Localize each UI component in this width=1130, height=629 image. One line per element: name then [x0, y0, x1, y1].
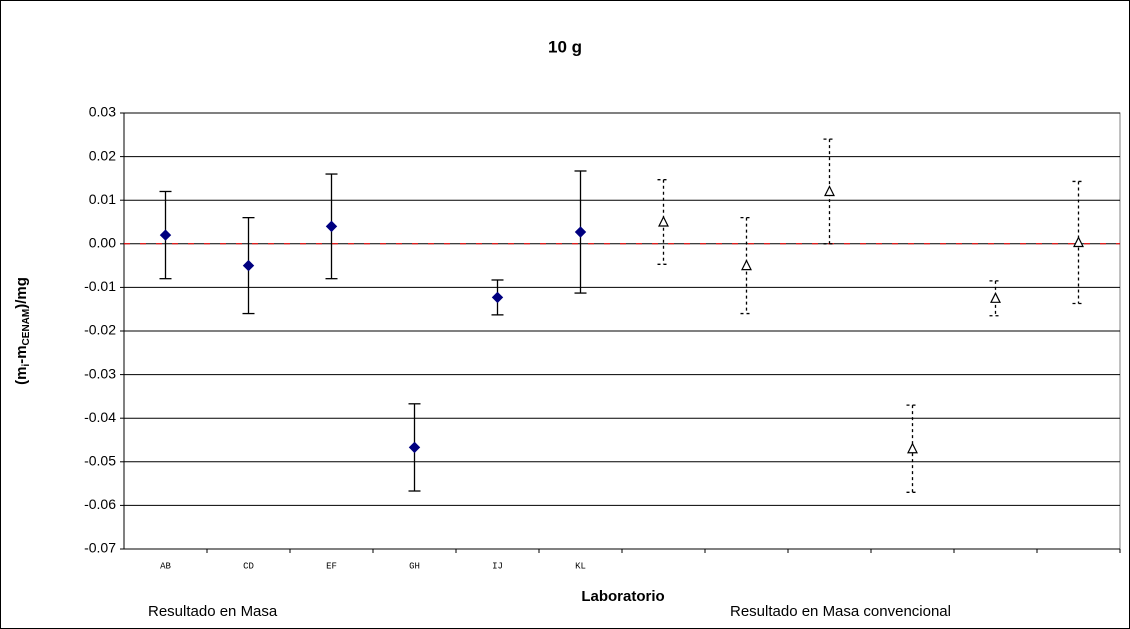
- x-tick-label: IJ: [492, 561, 503, 571]
- marker: [242, 259, 255, 272]
- y-tick-label: -0.07: [84, 540, 116, 556]
- marker: [325, 220, 338, 233]
- y-label-sub: i: [21, 364, 32, 367]
- x-tick-label: KL: [575, 561, 586, 571]
- y-axis-label: (mi-mCENAM)/mg: [13, 277, 32, 385]
- y-tick-label: 0.01: [89, 191, 116, 207]
- y-tick-label: -0.01: [84, 278, 116, 294]
- legend-label: Resultado en Masa convencional: [730, 603, 951, 620]
- y-tick-label: -0.02: [84, 322, 116, 338]
- marker: [159, 229, 172, 241]
- y-label-part: (m: [13, 367, 30, 385]
- marker: [1073, 236, 1084, 248]
- y-tick-label: -0.04: [84, 409, 116, 425]
- chart-title: 10 g: [548, 37, 582, 56]
- marker: [824, 185, 835, 197]
- y-tick-label: 0.00: [89, 235, 116, 251]
- x-tick-label: CD: [243, 561, 254, 571]
- y-tick-label: 0.03: [89, 104, 116, 120]
- marker: [658, 215, 669, 227]
- y-tick-label: -0.03: [84, 365, 116, 381]
- y-tick-label: 0.02: [89, 147, 116, 163]
- marker: [990, 291, 1001, 303]
- marker: [408, 441, 421, 454]
- legend-label: Resultado en Masa: [148, 603, 278, 620]
- marker: [741, 259, 752, 271]
- marker: [491, 291, 504, 304]
- x-tick-label: EF: [326, 561, 337, 571]
- x-axis-label: Laboratorio: [581, 588, 664, 605]
- x-tick-label: GH: [409, 561, 420, 571]
- y-label-part: )/mg: [13, 277, 30, 309]
- y-tick-label: -0.06: [84, 496, 116, 512]
- x-tick-label: AB: [160, 561, 171, 571]
- marker: [907, 442, 918, 454]
- y-label-part: -m: [13, 345, 30, 363]
- y-label-sub: CENAM: [21, 309, 32, 346]
- y-tick-label: -0.05: [84, 453, 116, 469]
- marker: [574, 226, 587, 238]
